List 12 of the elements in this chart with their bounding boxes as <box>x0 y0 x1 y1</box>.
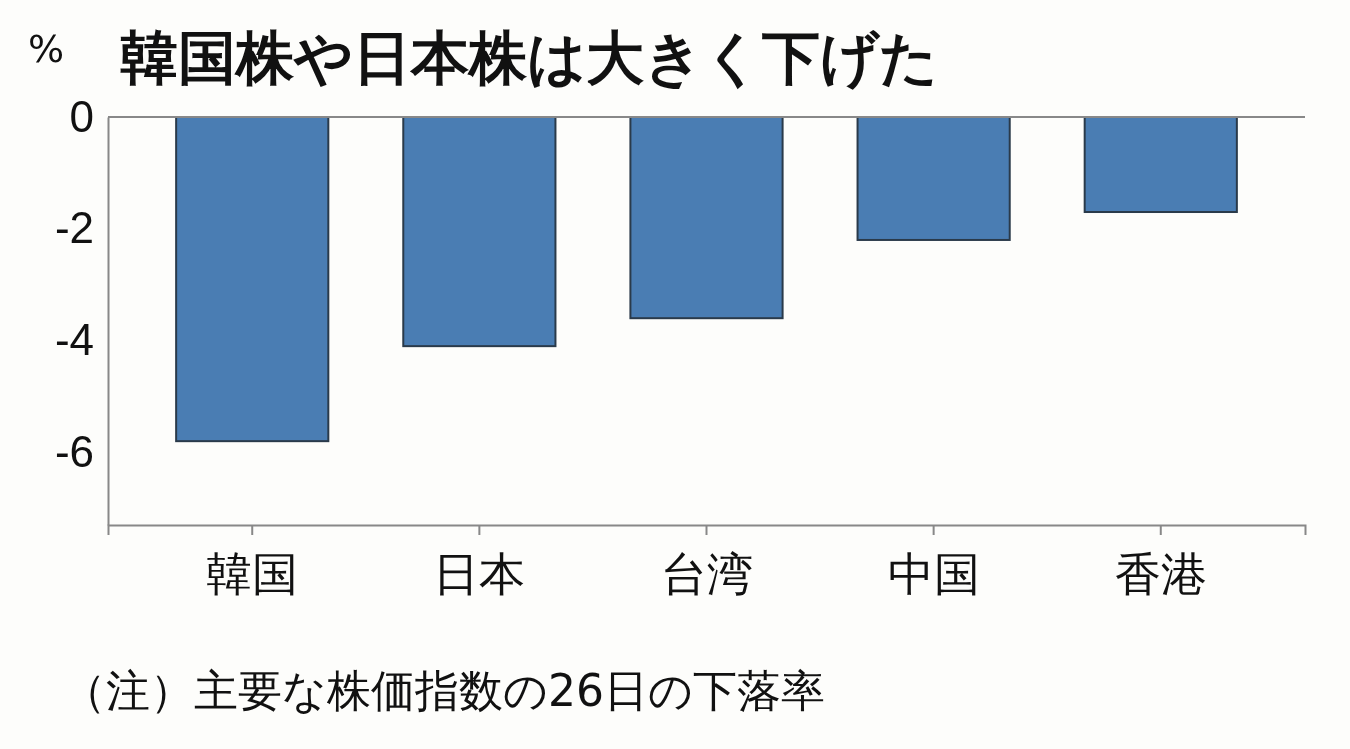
chart-title: 韓国株や日本株は大きく下げた <box>120 24 938 92</box>
y-tick-label: -2 <box>54 203 94 253</box>
y-axis-title: % <box>28 27 65 71</box>
y-tick-label: -4 <box>54 315 94 365</box>
x-tick-label: 台湾 <box>660 547 753 600</box>
x-tick-label: 日本 <box>433 547 526 600</box>
x-tick-label: 香港 <box>1114 547 1207 600</box>
x-tick-label: 中国 <box>887 547 980 600</box>
text: （注）主要な株価指数の26日の下落率 <box>62 665 825 716</box>
x-tick-label: 韓国 <box>206 547 299 600</box>
y-tick-label: 0 <box>69 91 94 141</box>
y-tick-label: -6 <box>54 426 94 476</box>
